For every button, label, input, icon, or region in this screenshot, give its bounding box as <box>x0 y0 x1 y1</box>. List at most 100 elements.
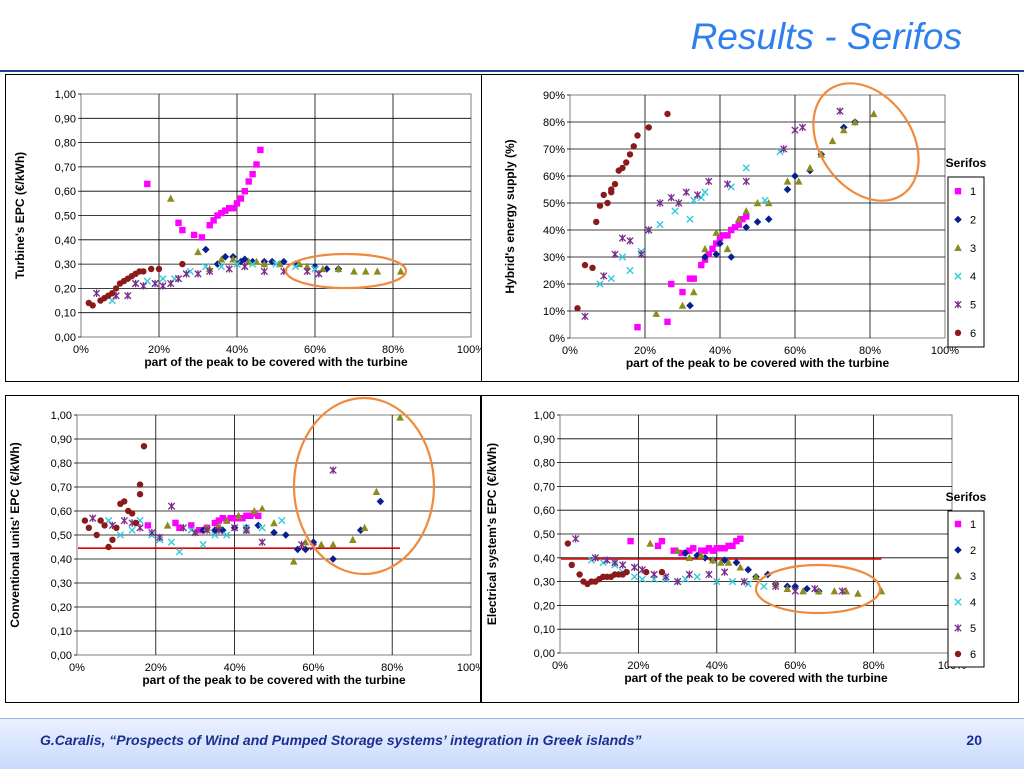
y-tick-label: 0,20 <box>534 600 555 612</box>
data-point <box>798 123 807 132</box>
data-point <box>187 526 195 534</box>
data-point <box>681 549 690 557</box>
data-point <box>638 575 647 583</box>
data-point <box>247 512 254 519</box>
data-point <box>623 568 630 576</box>
data-point <box>270 519 278 527</box>
data-point <box>811 585 819 593</box>
x-tick-label: 40% <box>226 344 248 356</box>
data-point <box>89 302 96 309</box>
data-point <box>89 514 97 522</box>
data-point <box>376 497 385 506</box>
data-point <box>222 207 229 214</box>
data-point <box>771 582 780 591</box>
data-point <box>223 531 231 539</box>
data-point <box>250 507 259 515</box>
data-point <box>817 150 826 158</box>
data-point <box>190 231 198 239</box>
data-point <box>720 568 729 576</box>
data-point <box>360 523 369 531</box>
data-point <box>627 537 634 545</box>
y-tick-label: 0,30 <box>51 578 72 590</box>
y-tick-label: 0,80 <box>55 138 76 150</box>
legend-title: Serifos <box>946 490 987 504</box>
data-point <box>705 545 713 552</box>
page-number: 20 <box>966 732 982 748</box>
chart-electrical-system-epc-svg: 0,00 0,10 0,20 0,30 0,40 0,50 0,60 0,70 0,80 0,90… <box>485 410 987 685</box>
data-point <box>215 517 223 524</box>
data-point <box>120 516 128 525</box>
data-point <box>301 538 310 546</box>
data-point <box>670 547 677 554</box>
data-point <box>685 553 694 561</box>
data-point <box>175 548 184 556</box>
data-point <box>151 279 159 288</box>
data-point <box>128 526 136 534</box>
data-point <box>233 200 241 207</box>
x-tick-label: 100% <box>931 345 959 357</box>
data-point <box>729 542 736 550</box>
data-point <box>656 220 664 229</box>
data-point <box>593 218 600 226</box>
y-axis-title: Conventional units' EPC (€/kWh) <box>8 442 22 628</box>
data-point <box>186 267 194 276</box>
y-tick-label: 0,10 <box>55 308 76 320</box>
data-point <box>760 582 768 591</box>
y-tick-label: 40% <box>543 225 565 237</box>
data-point <box>646 539 654 547</box>
data-point <box>572 535 580 543</box>
data-point <box>101 522 108 529</box>
data-point <box>689 288 698 296</box>
data-point <box>685 570 694 579</box>
data-point <box>630 563 639 572</box>
legend-box <box>947 176 985 348</box>
data-point <box>712 228 721 236</box>
data-point <box>257 146 264 154</box>
legend-marker <box>954 572 962 580</box>
data-point <box>249 170 256 178</box>
data-point <box>607 274 615 283</box>
data-point <box>218 209 225 217</box>
x-tick-label: 40% <box>706 660 728 672</box>
data-point <box>611 180 619 188</box>
data-point <box>136 491 144 498</box>
data-point <box>634 132 641 139</box>
data-point <box>334 264 343 273</box>
data-point <box>654 542 662 550</box>
legend-marker <box>954 243 962 252</box>
y-tick-label: 1,00 <box>534 410 555 422</box>
x-tick-label: 20% <box>627 660 649 672</box>
data-point <box>854 589 862 597</box>
data-point <box>705 570 713 579</box>
data-point <box>92 289 101 297</box>
data-point <box>155 265 163 273</box>
data-point <box>195 527 203 534</box>
data-point <box>136 481 144 488</box>
data-point <box>121 498 128 505</box>
legend-label: 4 <box>970 271 976 283</box>
data-point <box>716 234 724 242</box>
y-tick-label: 0,80 <box>534 458 555 470</box>
data-point <box>737 535 744 542</box>
data-point <box>744 580 752 588</box>
data-point <box>611 250 619 258</box>
data-point <box>139 282 148 290</box>
data-point <box>361 267 370 275</box>
data-point <box>260 267 268 276</box>
series-1 <box>634 213 750 331</box>
data-point <box>315 270 323 278</box>
data-point <box>131 279 140 288</box>
data-point <box>643 568 650 576</box>
y-tick-label: 0,90 <box>55 113 76 125</box>
data-point <box>626 237 634 245</box>
legend-marker <box>954 329 962 337</box>
data-point <box>349 535 357 543</box>
data-point <box>678 301 687 309</box>
highlight-ellipse <box>292 396 436 576</box>
data-point <box>724 232 731 239</box>
data-point <box>753 199 762 207</box>
data-point <box>217 262 226 271</box>
data-point <box>869 109 878 118</box>
data-point <box>791 587 799 595</box>
data-point <box>723 180 732 188</box>
